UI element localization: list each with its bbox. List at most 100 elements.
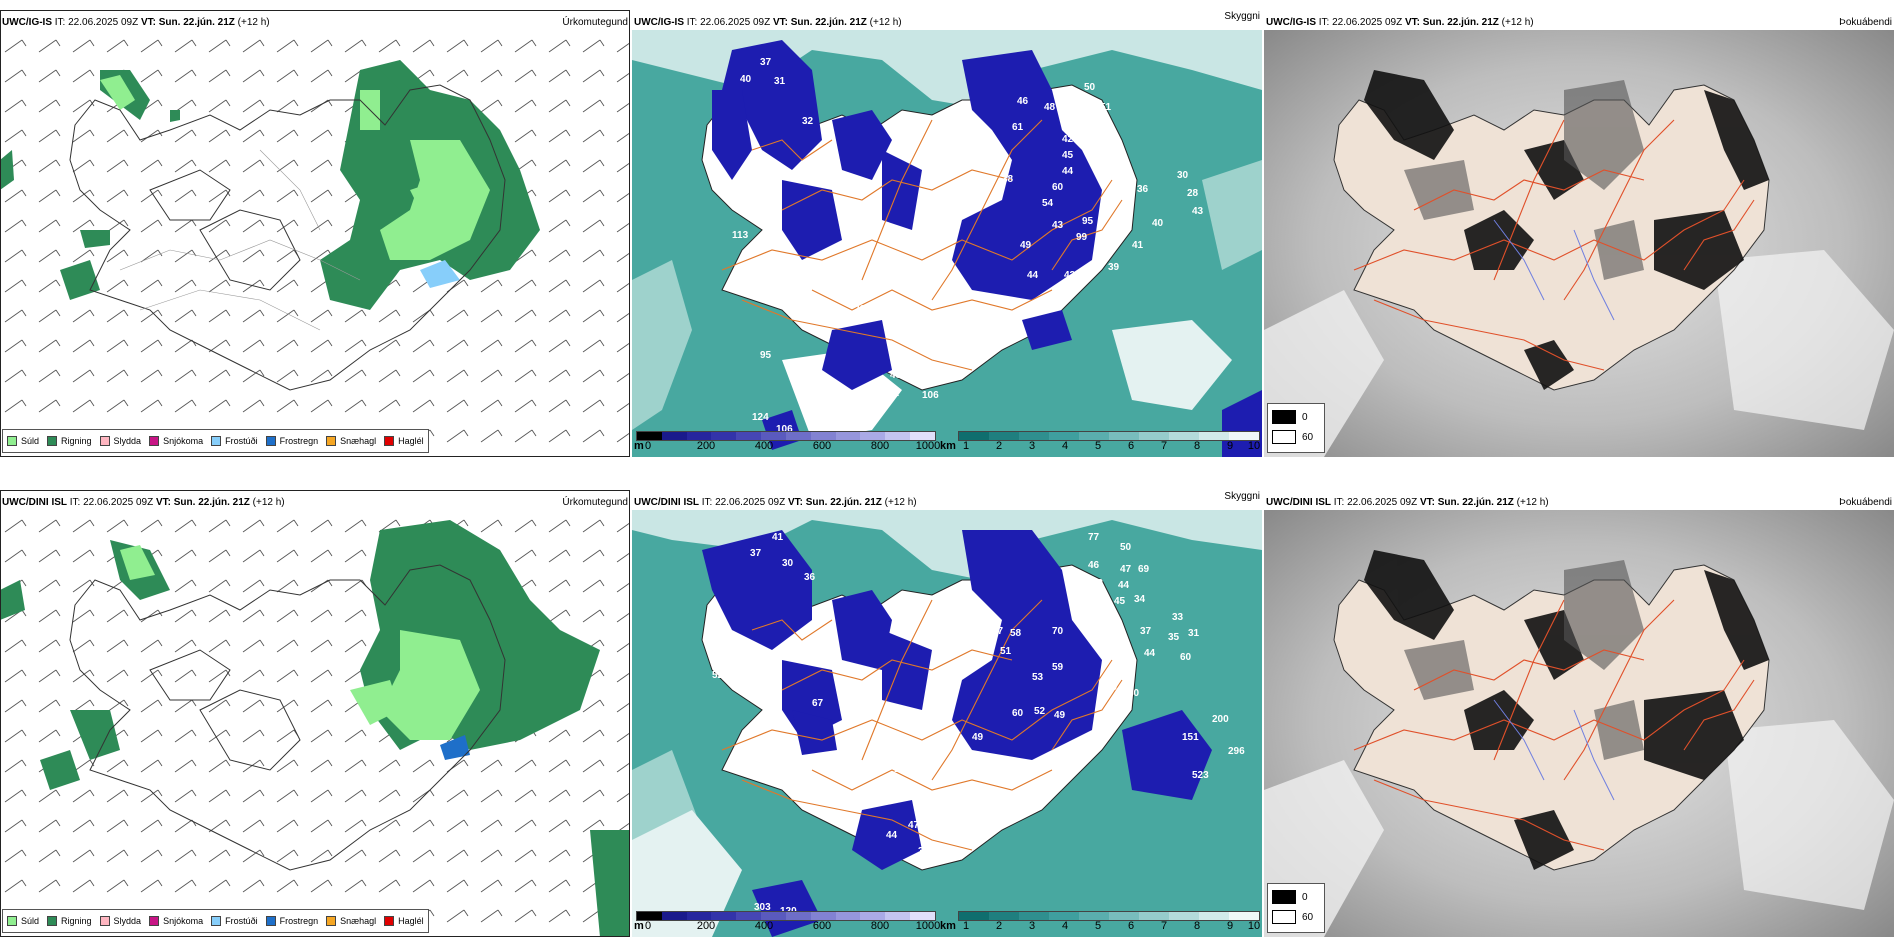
svg-text:32: 32 [802,116,814,127]
svg-text:42: 42 [1102,244,1114,255]
svg-text:38: 38 [1002,174,1014,185]
model-name: UWC/DINI ISL [634,497,699,508]
fog-legend: 0 60 [1267,403,1325,453]
product-name: Þokuábendi [1839,497,1892,508]
model-name: UWC/IG-IS [2,17,52,28]
legend-item: Frostúði [211,916,258,926]
svg-text:42: 42 [1062,134,1074,145]
svg-text:40: 40 [1128,688,1140,699]
svg-text:49: 49 [1054,710,1066,721]
svg-text:31: 31 [1188,628,1200,639]
svg-text:45: 45 [1062,150,1074,161]
product-name: Úrkomutegund [562,17,628,28]
panel-header: UWC/DINI ISL IT: 22.06.2025 09Z VT: Sun.… [2,497,628,508]
svg-text:47: 47 [1078,120,1090,131]
svg-text:46: 46 [962,160,974,171]
svg-text:58: 58 [1010,628,1022,639]
svg-text:53: 53 [1032,672,1044,683]
svg-text:66: 66 [1117,212,1129,223]
svg-text:73: 73 [914,356,926,367]
svg-text:95: 95 [760,350,772,361]
svg-text:44: 44 [1062,166,1074,177]
svg-text:43: 43 [1092,578,1104,589]
svg-text:45: 45 [1114,596,1126,607]
svg-text:39: 39 [918,846,930,857]
legend-item: Haglél [384,916,424,926]
svg-text:51: 51 [847,262,859,273]
svg-text:42: 42 [1094,610,1106,621]
panel-fog-dini: UWC/DINI ISL IT: 22.06.2025 09Z VT: Sun.… [1264,490,1894,937]
ceiling-colorbar: m 0 200 400 600 800 1000 [634,911,940,933]
visibility-colorbar: km 1 2 3 4 5 6 7 8 9 10 [940,911,1260,933]
legend-item: Rigning [47,436,92,446]
panel-precip-type-igis: UWC/IG-IS IT: 22.06.2025 09Z VT: Sun. 22… [0,10,630,457]
svg-text:40: 40 [740,74,752,85]
svg-text:50: 50 [1084,82,1096,93]
svg-text:48: 48 [1062,100,1074,111]
svg-text:47: 47 [842,688,854,699]
panel-precip-type-dini: UWC/DINI ISL IT: 22.06.2025 09Z VT: Sun.… [0,490,630,937]
legend-item: Snjókoma [149,916,203,926]
svg-text:41: 41 [1132,240,1144,251]
svg-text:48: 48 [1044,102,1056,113]
svg-text:51: 51 [1100,102,1112,113]
svg-text:42: 42 [1064,270,1076,281]
svg-text:43: 43 [1092,162,1104,173]
svg-text:30: 30 [1177,170,1189,181]
svg-text:41: 41 [772,532,784,543]
svg-text:36: 36 [1137,184,1149,195]
svg-text:52: 52 [1034,706,1046,717]
svg-text:78: 78 [870,276,882,287]
legend-item: Haglél [384,436,424,446]
svg-text:42: 42 [888,388,900,399]
svg-text:303: 303 [754,902,771,913]
model-name: UWC/DINI ISL [1266,497,1331,508]
svg-text:51: 51 [1000,646,1012,657]
svg-text:49: 49 [1020,240,1032,251]
legend-item: Súld [7,916,39,926]
svg-text:99: 99 [1076,232,1088,243]
panel-header: UWC/IG-IS IT: 22.06.2025 09Z VT: Sun. 22… [634,11,1260,28]
svg-text:113: 113 [732,230,749,241]
svg-text:151: 151 [1182,732,1199,743]
precip-map[interactable] [0,30,630,457]
legend-item: Slydda [99,916,141,926]
svg-text:49: 49 [972,732,984,743]
legend-item: Snæhagl [326,436,376,446]
svg-text:35: 35 [1168,632,1180,643]
svg-text:60: 60 [1012,708,1024,719]
svg-text:66: 66 [1116,646,1128,657]
svg-text:59: 59 [1052,662,1064,673]
svg-text:60: 60 [1180,652,1192,663]
svg-text:70: 70 [1052,626,1064,637]
model-name: UWC/IG-IS [634,17,684,28]
svg-text:37: 37 [760,57,772,68]
legend-item: Súld [7,436,39,446]
fog-map[interactable] [1264,30,1894,457]
panel-header: UWC/IG-IS IT: 22.06.2025 09Z VT: Sun. 22… [1266,17,1892,28]
svg-text:47: 47 [992,626,1004,637]
panel-fog-igis: UWC/IG-IS IT: 22.06.2025 09Z VT: Sun. 22… [1264,10,1894,457]
svg-text:44: 44 [917,238,929,249]
precip-map[interactable] [0,510,630,937]
svg-text:55: 55 [732,668,744,679]
svg-text:48: 48 [890,370,902,381]
visibility-map[interactable]: 41 37 30 36 77 50 46 47 69 43 44 45 34 4… [632,510,1262,937]
visibility-map[interactable]: 37 40 31 32 46 61 48 48 50 47 39 42 51 4… [632,30,1262,457]
precip-type-legend: Súld Rigning Slydda Snjókoma Frostúði Fr… [2,909,429,933]
svg-text:39: 39 [1102,126,1114,137]
svg-text:69: 69 [1138,564,1150,575]
svg-text:28: 28 [1187,188,1199,199]
svg-text:57: 57 [942,162,954,173]
svg-text:47: 47 [908,820,920,831]
svg-text:40: 40 [1152,218,1164,229]
panel-visibility-igis: UWC/IG-IS IT: 22.06.2025 09Z VT: Sun. 22… [632,10,1262,457]
svg-text:95: 95 [1082,216,1094,227]
model-name: UWC/DINI ISL [2,497,67,508]
svg-text:44: 44 [886,830,898,841]
svg-text:34: 34 [1134,594,1146,605]
fog-map[interactable] [1264,510,1894,937]
visibility-colorbar: km 1 2 3 4 5 6 7 8 9 10 [940,431,1260,453]
svg-text:60: 60 [1052,182,1064,193]
precip-type-legend: Súld Rigning Slydda Snjókoma Frostúði Fr… [2,429,429,453]
